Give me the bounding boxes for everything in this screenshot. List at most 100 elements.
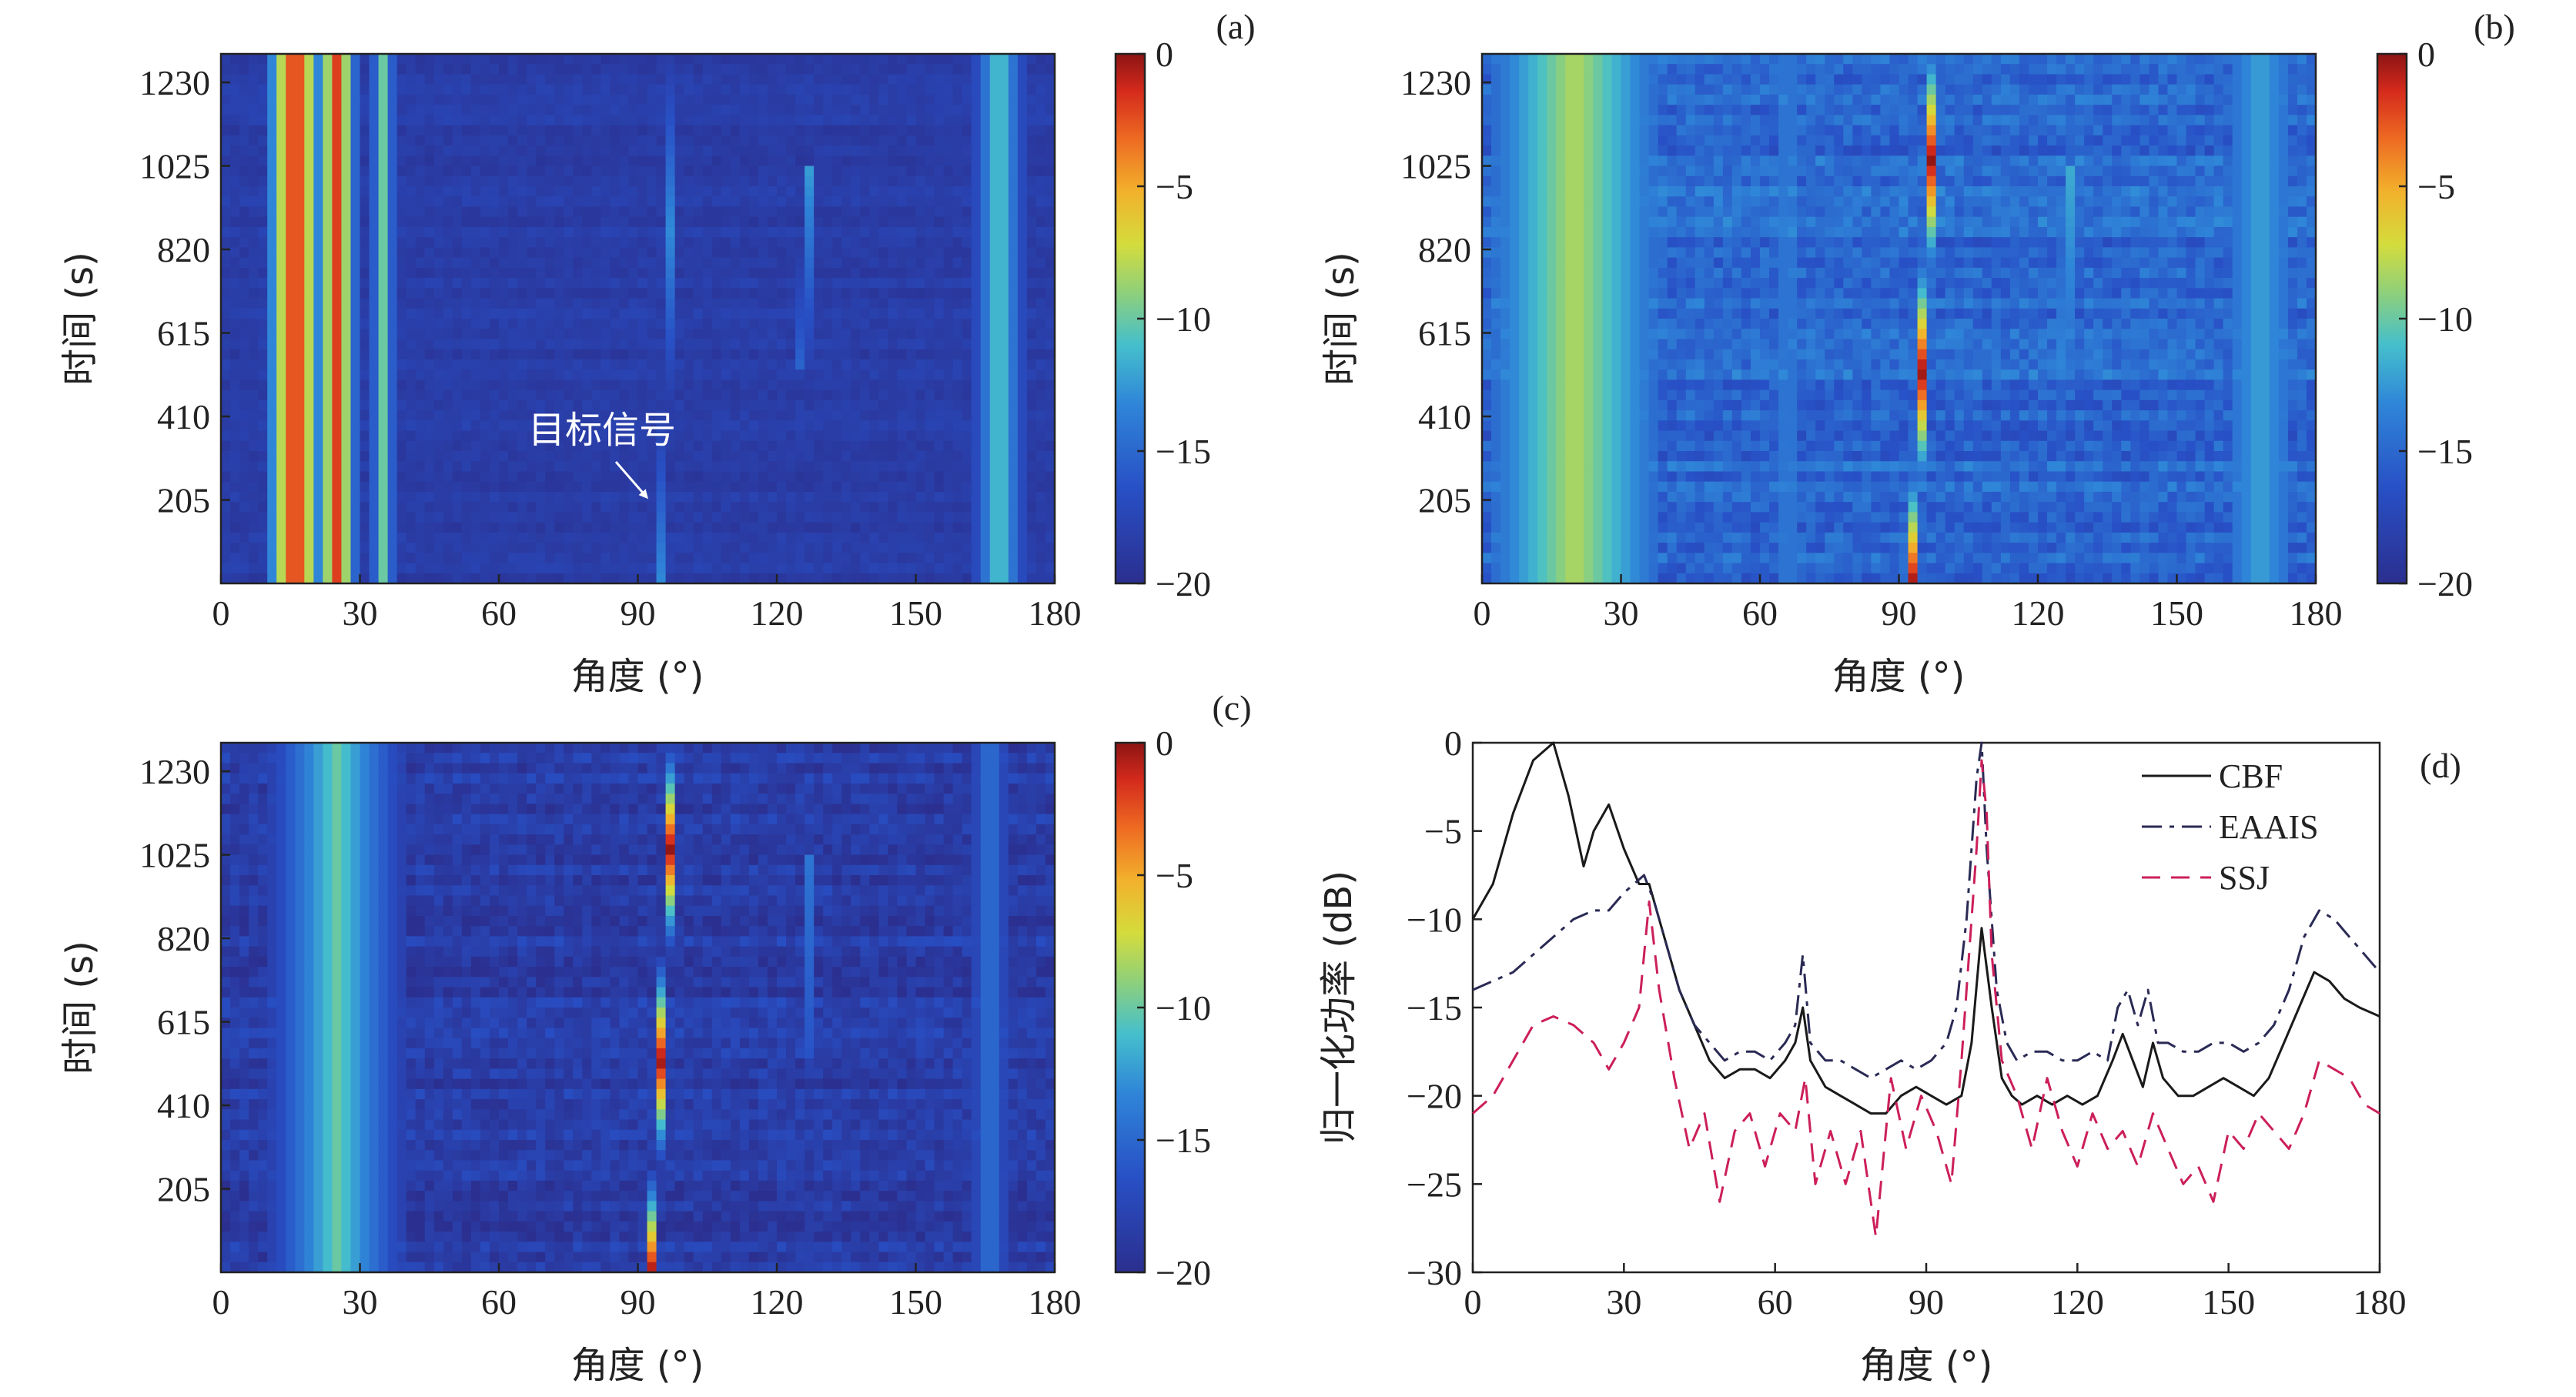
heatmap-cell: [527, 84, 537, 95]
heatmap-cell: [443, 430, 453, 442]
heatmap-cell: [952, 461, 963, 473]
heatmap-cell: [582, 522, 592, 533]
heatmap-cell: [582, 369, 592, 380]
heatmap-cell: [823, 175, 833, 187]
heatmap-cell: [276, 399, 286, 411]
heatmap-cell: [999, 84, 1009, 95]
heatmap-cell: [424, 216, 435, 228]
heatmap-cell: [1889, 54, 1900, 65]
heatmap-cell: [591, 74, 601, 85]
heatmap-cell: [480, 461, 490, 473]
heatmap-cell: [1017, 553, 1028, 564]
heatmap-cell: [989, 175, 1000, 187]
heatmap-cell: [1008, 155, 1019, 167]
heatmap-cell: [962, 481, 972, 493]
heatmap-cell: [878, 491, 888, 503]
heatmap-cell: [702, 257, 713, 269]
heatmap-cell: [2204, 74, 2215, 85]
heatmap-cell: [554, 430, 564, 442]
heatmap-cell: [943, 267, 954, 279]
heatmap-cell: [1880, 54, 1891, 65]
heatmap-cell: [851, 54, 861, 65]
heatmap-cell: [341, 399, 352, 411]
heatmap-cell: [897, 94, 908, 105]
heatmap-cell: [601, 247, 611, 259]
heatmap-cell: [748, 105, 759, 115]
heatmap-cell: [628, 440, 639, 452]
heatmap-cell: [591, 543, 601, 553]
heatmap-cell: [1008, 420, 1019, 432]
heatmap-cell: [536, 369, 546, 380]
heatmap-cell: [221, 349, 231, 360]
heatmap-cell: [702, 389, 713, 401]
heatmap-cell: [748, 389, 759, 401]
heatmap-cell: [906, 522, 917, 533]
heatmap-cell: [897, 491, 908, 503]
heatmap-cell: [647, 288, 657, 299]
heatmap-cell: [239, 481, 249, 493]
heatmap-cell: [832, 502, 842, 513]
heatmap-cell: [350, 196, 361, 208]
heatmap-cell: [286, 319, 296, 329]
heatmap-cell: [906, 440, 917, 452]
heatmap-cell: [934, 451, 945, 462]
heatmap-cell: [304, 175, 314, 187]
heatmap-cell: [1704, 74, 1715, 85]
heatmap-cell: [943, 451, 954, 462]
heatmap-cell: [1008, 288, 1019, 299]
heatmap-cell: [295, 94, 305, 105]
heatmap-cell: [1026, 339, 1037, 350]
heatmap-cell: [424, 278, 435, 289]
heatmap-cell: [591, 288, 601, 299]
heatmap-cell: [295, 54, 305, 65]
heatmap-cell: [452, 84, 463, 95]
heatmap-cell: [989, 440, 1000, 452]
heatmap-cell: [2241, 64, 2252, 75]
heatmap-cell: [387, 308, 398, 319]
heatmap-cell: [1045, 359, 1055, 370]
heatmap-cell: [267, 74, 277, 85]
heatmap-cell: [591, 267, 601, 279]
heatmap-cell: [239, 573, 249, 584]
heatmap-cell: [396, 522, 407, 533]
heatmap-cell: [230, 155, 240, 167]
heatmap-cell: [527, 461, 537, 473]
heatmap-cell: [267, 359, 277, 370]
heatmap-cell: [536, 481, 546, 493]
heatmap-cell: [888, 115, 898, 126]
heatmap-cell: [805, 532, 815, 543]
heatmap-cell: [470, 298, 481, 309]
heatmap-cell: [934, 94, 945, 105]
heatmap-cell: [647, 135, 657, 146]
heatmap-cell: [527, 399, 537, 411]
heatmap-cell: [888, 206, 898, 218]
heatmap-cell: [647, 471, 657, 483]
heatmap-cell: [286, 237, 296, 248]
heatmap-cell: [814, 399, 824, 411]
heatmap-cell: [702, 430, 713, 442]
heatmap-cell: [249, 399, 259, 411]
heatmap-cell: [702, 451, 713, 462]
heatmap-cell: [258, 553, 268, 564]
heatmap-cell: [396, 471, 407, 483]
heatmap-cell: [906, 430, 917, 442]
heatmap-cell: [313, 54, 323, 65]
heatmap-cell: [795, 226, 805, 238]
heatmap-cell: [230, 430, 240, 442]
heatmap-cell: [684, 512, 694, 523]
heatmap-cell: [480, 288, 490, 299]
heatmap-cell: [304, 125, 314, 136]
heatmap-cell: [878, 298, 888, 309]
heatmap-cell: [693, 369, 704, 380]
heatmap-cell: [943, 308, 954, 319]
heatmap-cell: [711, 379, 722, 391]
heatmap-cell: [665, 298, 676, 309]
heatmap-cell: [230, 206, 240, 218]
heatmap-cell: [480, 410, 490, 421]
heatmap-cell: [424, 532, 435, 543]
heatmap-cell: [1008, 440, 1019, 452]
heatmap-cell: [962, 105, 972, 115]
heatmap-cell: [443, 175, 453, 187]
heatmap-cell: [396, 84, 407, 95]
heatmap-cell: [915, 308, 926, 319]
